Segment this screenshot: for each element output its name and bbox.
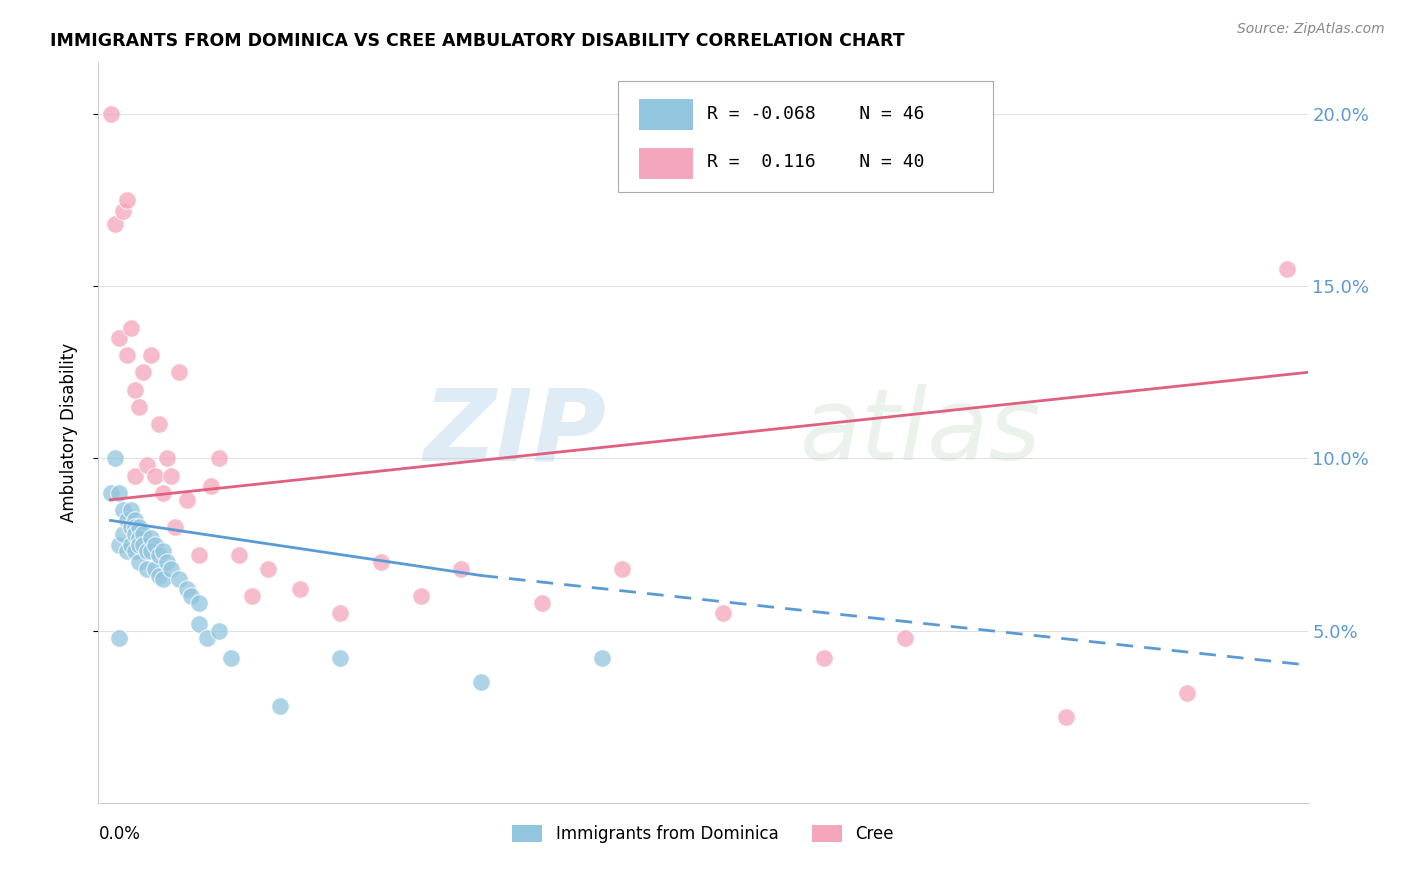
Point: [115, 513, 138, 527]
Point: [470, 675, 492, 690]
Point: [409, 589, 432, 603]
Point: [111, 527, 134, 541]
Point: [103, 451, 125, 466]
Point: [163, 520, 186, 534]
Text: 0.0%: 0.0%: [98, 825, 141, 843]
Point: [111, 503, 134, 517]
Point: [120, 503, 142, 517]
Point: [124, 513, 146, 527]
Point: [132, 537, 155, 551]
Point: [135, 458, 157, 473]
Point: [120, 320, 142, 334]
Point: [1054, 709, 1077, 723]
Text: Source: ZipAtlas.com: Source: ZipAtlas.com: [1237, 22, 1385, 37]
Point: [156, 555, 179, 569]
Point: [221, 651, 243, 665]
Point: [176, 492, 198, 507]
Point: [370, 555, 392, 569]
Point: [115, 348, 138, 362]
Point: [1277, 262, 1299, 277]
Point: [100, 486, 122, 500]
FancyBboxPatch shape: [619, 81, 993, 192]
Point: [124, 527, 146, 541]
Point: [256, 561, 278, 575]
Point: [107, 486, 129, 500]
Point: [115, 193, 138, 207]
Point: [135, 561, 157, 575]
Point: [139, 544, 162, 558]
Point: [139, 531, 162, 545]
Point: [269, 699, 291, 714]
Point: [124, 520, 146, 534]
Point: [156, 451, 179, 466]
Point: [893, 631, 915, 645]
Point: [139, 348, 162, 362]
Point: [107, 537, 129, 551]
Point: [132, 527, 155, 541]
Point: [612, 561, 634, 575]
Point: [152, 572, 174, 586]
Point: [530, 596, 553, 610]
Text: R = -0.068    N = 46: R = -0.068 N = 46: [707, 104, 924, 123]
Point: [200, 479, 222, 493]
Text: R =  0.116    N = 40: R = 0.116 N = 40: [707, 153, 924, 171]
Point: [188, 596, 211, 610]
Point: [450, 561, 472, 575]
Bar: [638, 99, 693, 130]
Point: [152, 486, 174, 500]
Point: [240, 589, 263, 603]
Point: [103, 217, 125, 231]
Point: [329, 607, 352, 621]
Point: [143, 561, 166, 575]
Point: [107, 331, 129, 345]
Point: [115, 544, 138, 558]
Point: [180, 589, 202, 603]
Point: [100, 107, 122, 121]
Point: [208, 624, 231, 638]
Point: [188, 616, 211, 631]
Point: [128, 520, 150, 534]
Point: [208, 451, 231, 466]
Point: [288, 582, 311, 597]
Text: atlas: atlas: [800, 384, 1042, 481]
Point: [167, 365, 190, 379]
Point: [148, 548, 170, 562]
Point: [329, 651, 352, 665]
Point: [188, 548, 211, 562]
Point: [132, 365, 155, 379]
Point: [128, 531, 150, 545]
Point: [120, 520, 142, 534]
Point: [148, 568, 170, 582]
Point: [111, 203, 134, 218]
Point: [160, 561, 183, 575]
Point: [143, 468, 166, 483]
Point: [711, 607, 734, 621]
Point: [128, 537, 150, 551]
Point: [591, 651, 613, 665]
Point: [1175, 685, 1198, 699]
Point: [160, 468, 183, 483]
Point: [124, 544, 146, 558]
Point: [176, 582, 198, 597]
Text: ZIP: ZIP: [423, 384, 606, 481]
Point: [148, 417, 170, 431]
Point: [813, 651, 835, 665]
Point: [195, 631, 218, 645]
Point: [124, 468, 146, 483]
Point: [128, 400, 150, 414]
Point: [128, 555, 150, 569]
Point: [152, 544, 174, 558]
Legend: Immigrants from Dominica, Cree: Immigrants from Dominica, Cree: [506, 819, 900, 850]
Point: [107, 631, 129, 645]
Point: [135, 544, 157, 558]
Bar: [638, 147, 693, 178]
Y-axis label: Ambulatory Disability: Ambulatory Disability: [59, 343, 77, 522]
Point: [143, 537, 166, 551]
Point: [228, 548, 250, 562]
Point: [120, 537, 142, 551]
Point: [124, 383, 146, 397]
Text: IMMIGRANTS FROM DOMINICA VS CREE AMBULATORY DISABILITY CORRELATION CHART: IMMIGRANTS FROM DOMINICA VS CREE AMBULAT…: [51, 32, 904, 50]
Point: [167, 572, 190, 586]
